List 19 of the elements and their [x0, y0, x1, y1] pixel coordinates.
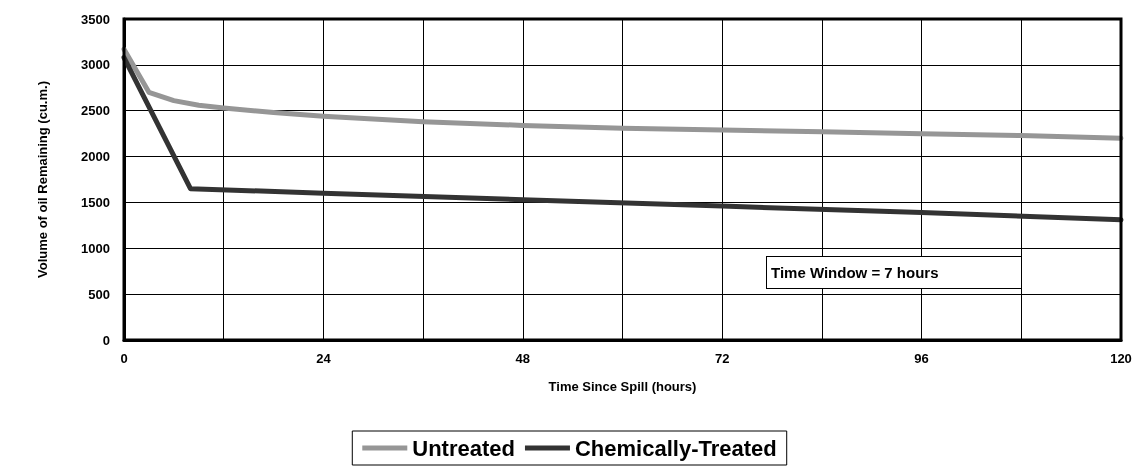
y-tick-label: 2000 — [81, 149, 110, 165]
y-axis-title: Volume of oil Remaining (cu.m.) — [35, 81, 50, 278]
x-tick-label: 72 — [714, 351, 730, 366]
y-tick-label: 3500 — [81, 11, 110, 27]
y-tick-label: 3000 — [81, 57, 110, 73]
x-tick-label: 48 — [515, 351, 531, 366]
y-tick-label: 2500 — [81, 103, 110, 119]
note-box: Time Window = 7 hours — [766, 256, 1022, 289]
y-tick-label: 1500 — [81, 194, 110, 210]
y-tick-label: 500 — [88, 286, 110, 302]
legend-label: Untreated — [412, 435, 515, 461]
legend-label: Chemically-Treated — [574, 435, 777, 461]
x-tick-label: 0 — [120, 351, 128, 366]
y-tick-label: 0 — [102, 332, 110, 348]
x-tick-label: 96 — [914, 351, 929, 366]
y-tick-label: 1000 — [81, 240, 110, 256]
x-tick-label: 24 — [316, 351, 332, 366]
x-tick-label: 120 — [1110, 351, 1132, 366]
x-axis-title: Time Since Spill (hours) — [548, 379, 697, 394]
